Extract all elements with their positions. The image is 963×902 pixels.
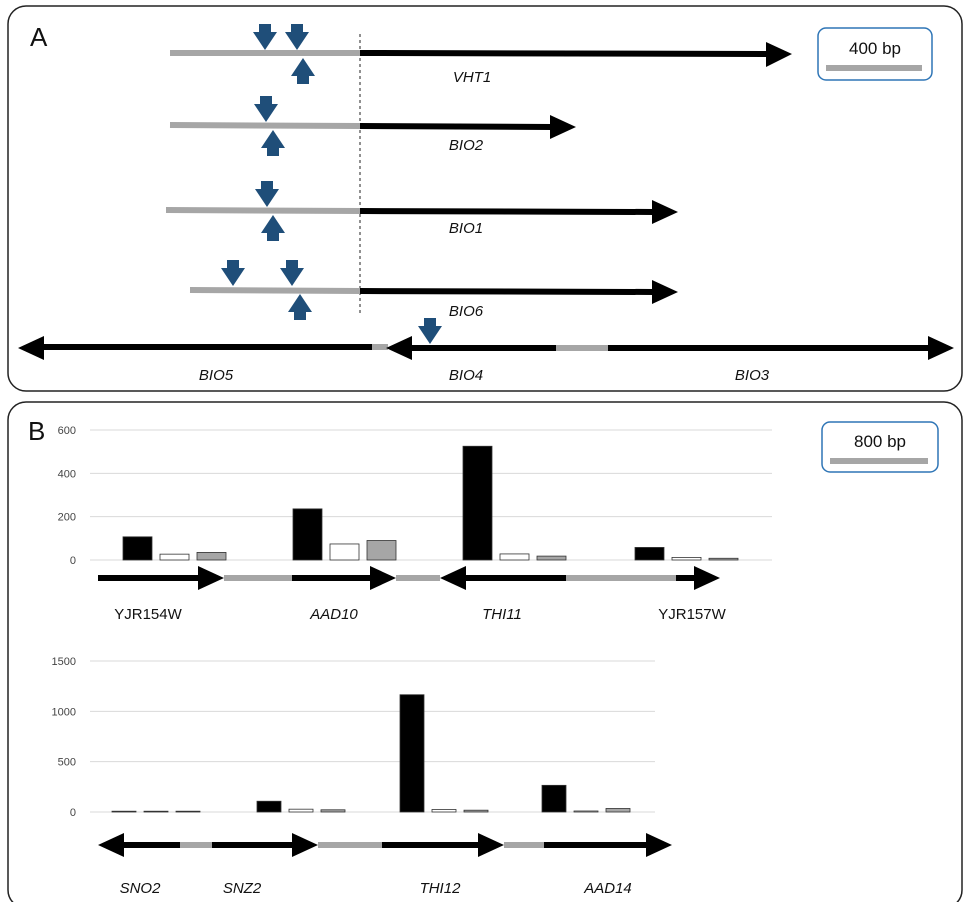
bio1-locus: BIO1 bbox=[165, 181, 678, 241]
yjr157w-arrowhead bbox=[694, 566, 720, 590]
bio3-arrowhead bbox=[928, 336, 954, 360]
sno2-arrowhead bbox=[98, 833, 124, 857]
y-tick-label: 500 bbox=[58, 757, 76, 769]
bar bbox=[292, 508, 323, 561]
gene-label-thi12: THI12 bbox=[420, 880, 462, 897]
panel-b-letter: B bbox=[28, 416, 45, 446]
bar bbox=[122, 536, 153, 561]
bio4-arrowhead bbox=[386, 336, 412, 360]
aad14-arrowhead bbox=[646, 833, 672, 857]
yjr154w-arrowhead bbox=[198, 566, 224, 590]
y-tick-label: 400 bbox=[58, 468, 76, 480]
bar bbox=[159, 553, 190, 561]
bar bbox=[708, 557, 739, 561]
gene-label-aad14: AAD14 bbox=[583, 880, 632, 897]
bar bbox=[111, 810, 137, 813]
snz2-arrowhead bbox=[292, 833, 318, 857]
bar bbox=[399, 694, 425, 813]
bar bbox=[605, 808, 631, 813]
bar bbox=[671, 557, 702, 561]
bio1-gene-arrow bbox=[359, 208, 655, 215]
bio5-arrowhead bbox=[18, 336, 44, 360]
bar bbox=[462, 445, 493, 561]
y-tick-label: 0 bbox=[70, 807, 76, 819]
gene-label-bio4: BIO4 bbox=[449, 367, 483, 384]
gene-label-vht1: VHT1 bbox=[453, 69, 491, 86]
bar bbox=[329, 543, 360, 561]
gene-label-sno2: SNO2 bbox=[120, 880, 162, 897]
bar bbox=[196, 552, 227, 561]
panel-a-letter: A bbox=[30, 22, 48, 52]
bar bbox=[463, 809, 489, 813]
y-tick-label: 600 bbox=[58, 425, 76, 437]
bio6-arrowhead bbox=[652, 280, 678, 304]
bar bbox=[541, 784, 567, 813]
bio1-promoter bbox=[165, 207, 361, 214]
vht1-arrowhead bbox=[766, 42, 792, 67]
gene-label-bio3: BIO3 bbox=[735, 367, 770, 384]
gene-label-yjr154w: YJR154W bbox=[114, 606, 182, 623]
bio1-arrowhead bbox=[652, 200, 678, 224]
locus-bottom: SNO2 SNZ2 THI12 AAD14 bbox=[98, 833, 672, 897]
bar bbox=[288, 808, 314, 813]
bio2-locus: BIO2 bbox=[169, 96, 576, 156]
scale-label-a: 400 bp bbox=[849, 39, 901, 58]
scale-label-b: 800 bp bbox=[854, 432, 906, 451]
bar bbox=[143, 810, 169, 813]
bio2-gene-arrow bbox=[359, 123, 553, 130]
gene-label-bio5: BIO5 bbox=[199, 367, 234, 384]
gene-label-bio1: BIO1 bbox=[449, 220, 483, 237]
bio5-bio4-bio3-locus: BIO5 BIO4 BIO3 bbox=[18, 318, 954, 384]
bar bbox=[634, 547, 665, 561]
bio6-gene-arrow bbox=[359, 288, 655, 295]
bar bbox=[366, 540, 397, 561]
vht1-locus: VHT1 bbox=[170, 24, 792, 86]
panel-a-frame bbox=[7, 5, 963, 392]
bar bbox=[499, 553, 530, 561]
bio6-promoter bbox=[189, 287, 361, 294]
gene-label-thi11: THI11 bbox=[482, 606, 522, 623]
bar bbox=[536, 555, 567, 561]
bar bbox=[573, 810, 599, 813]
thi12-arrowhead bbox=[478, 833, 504, 857]
locus-top: YJR154W AAD10 THI11 YJR157W bbox=[98, 566, 727, 623]
bio2-promoter bbox=[169, 122, 361, 129]
bar bbox=[320, 809, 346, 813]
gene-label-yjr157w: YJR157W bbox=[658, 606, 726, 623]
thi11-arrowhead bbox=[440, 566, 466, 590]
bar-chart-top: 0 200 400 600 bbox=[58, 425, 772, 567]
vht1-gene-arrow bbox=[359, 50, 769, 57]
aad10-arrowhead bbox=[370, 566, 396, 590]
y-tick-label: 1500 bbox=[52, 656, 76, 668]
gene-label-aad10: AAD10 bbox=[309, 606, 358, 623]
bar bbox=[431, 809, 457, 813]
gene-label-bio2: BIO2 bbox=[449, 137, 484, 154]
bar bbox=[175, 810, 201, 813]
bio2-arrowhead bbox=[550, 115, 576, 139]
gene-label-snz2: SNZ2 bbox=[223, 880, 262, 897]
y-tick-label: 0 bbox=[70, 555, 76, 567]
bar-chart-bottom: 0 500 1000 1500 bbox=[52, 656, 655, 819]
gene-label-bio6: BIO6 bbox=[449, 303, 484, 320]
panel-b-frame bbox=[7, 401, 963, 902]
bio6-locus: BIO6 bbox=[189, 260, 678, 320]
y-tick-label: 1000 bbox=[52, 706, 76, 718]
bar bbox=[256, 800, 282, 813]
y-tick-label: 200 bbox=[58, 512, 76, 524]
